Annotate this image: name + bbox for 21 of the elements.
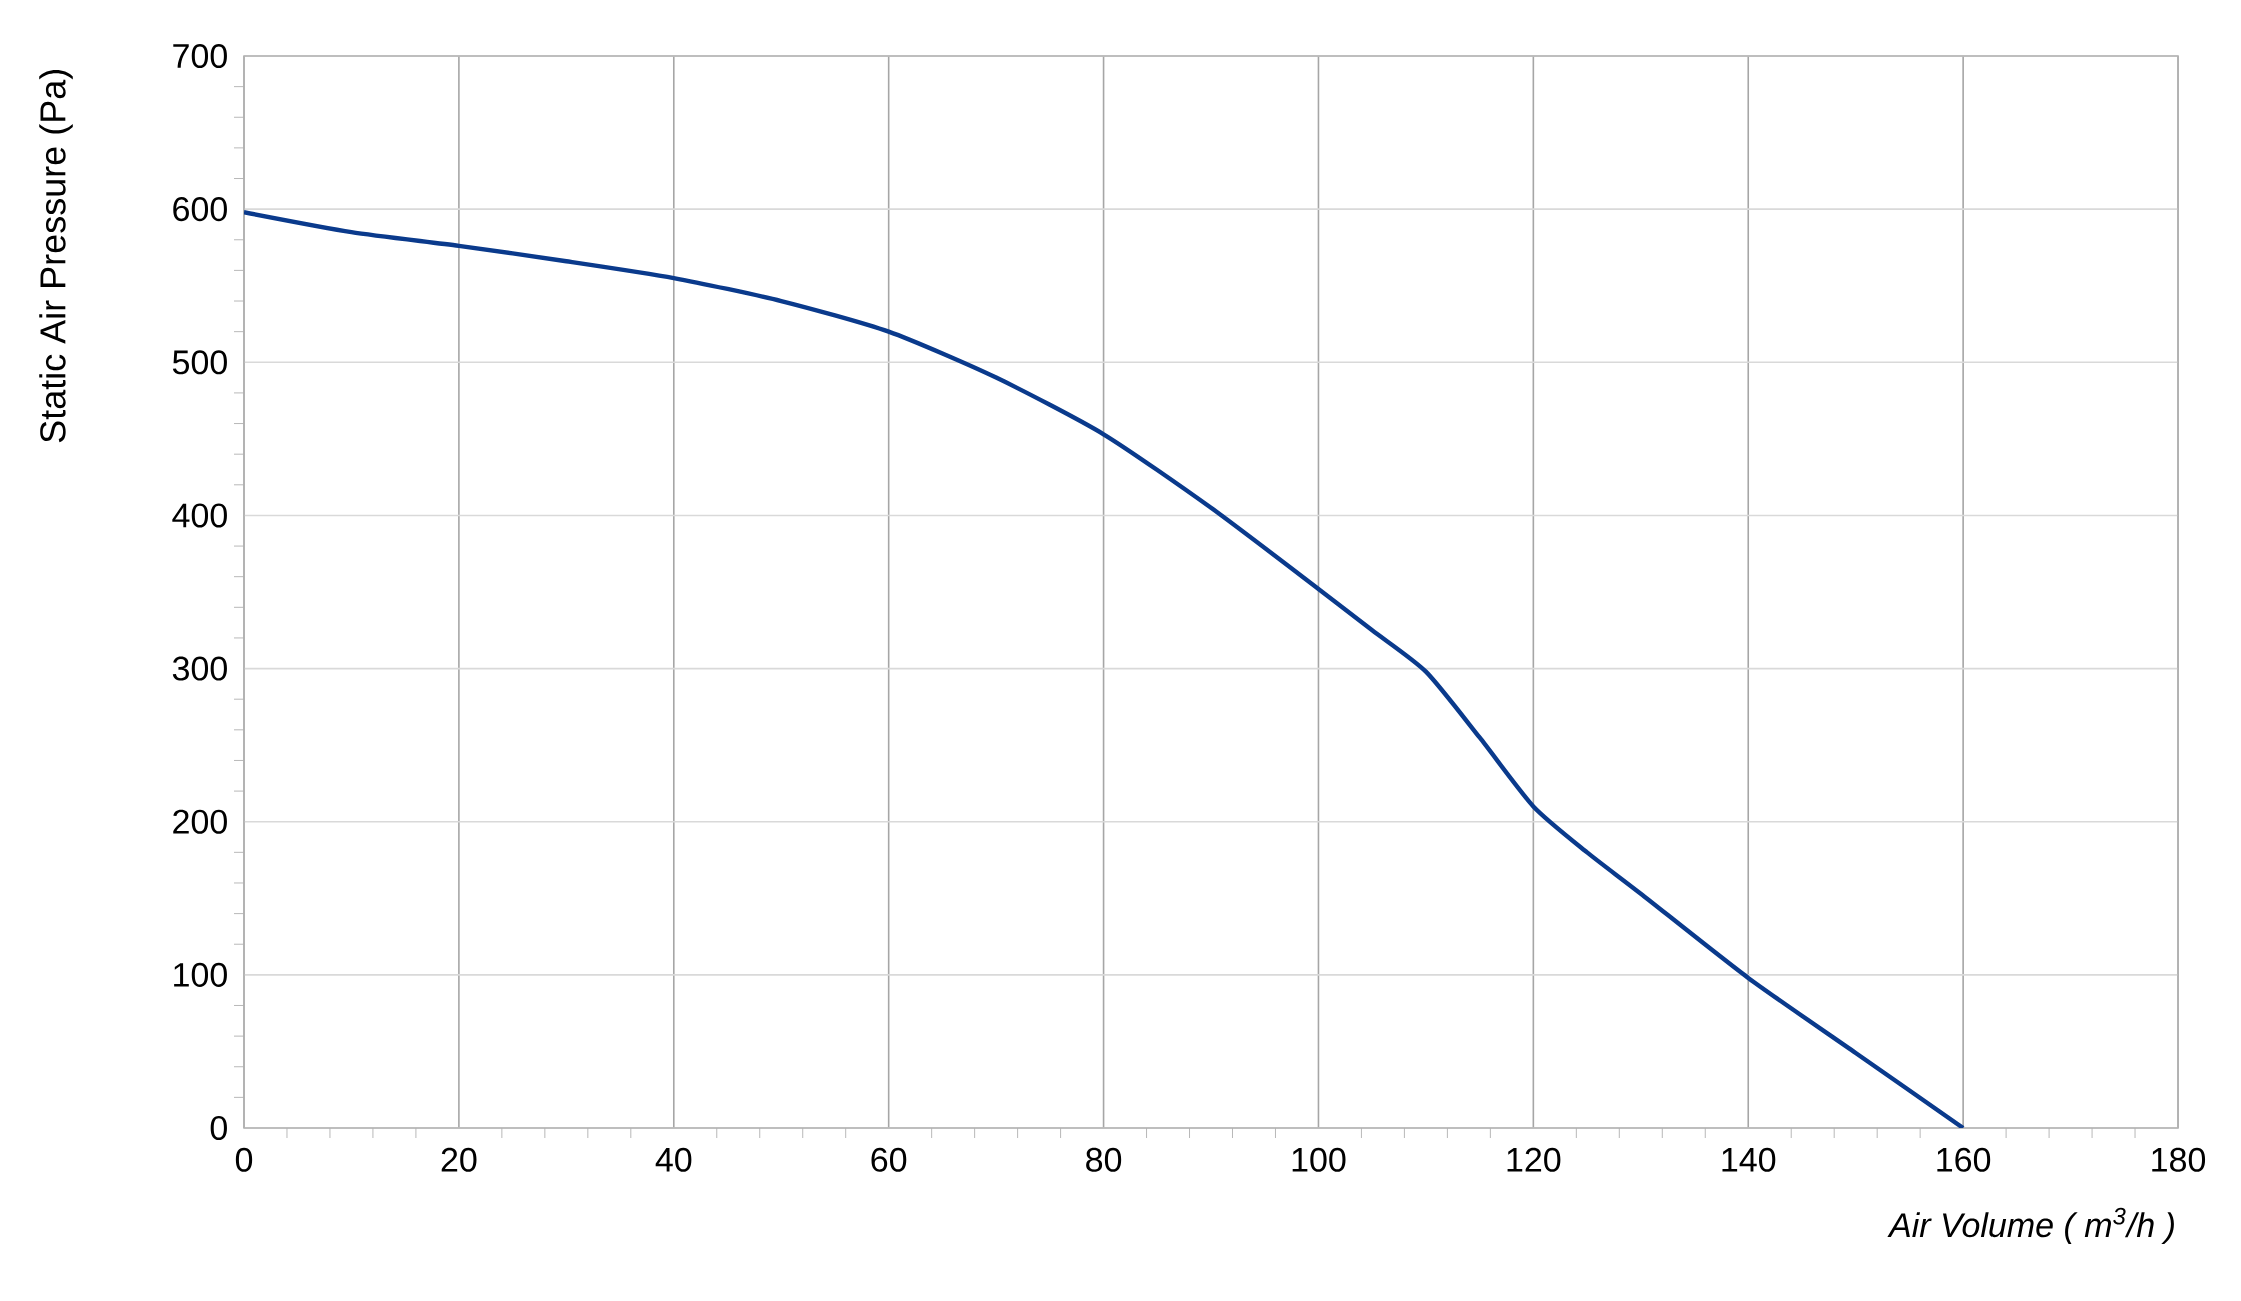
y-tick-label: 0 <box>210 1115 227 1141</box>
line-series <box>244 210 1966 1128</box>
y-tick-label: 300 <box>172 656 227 681</box>
x-tick-label: 0 <box>235 1147 253 1172</box>
y-tick-label: 700 <box>173 43 227 69</box>
x-tick-label: 140 <box>1722 1147 1776 1172</box>
x-tick-label: 40 <box>655 1147 692 1172</box>
x-axis-title: Air Volume ( m$^{3}$/h ) <box>1887 1207 2174 1244</box>
x-tick-label: 60 <box>871 1147 907 1172</box>
x-tick-label: 100 <box>1292 1147 1346 1172</box>
x-tick-label: 80 <box>1086 1147 1122 1172</box>
y-tick-label: 200 <box>173 809 227 834</box>
y-axis-title: Static Air Pressure (Pa) <box>39 70 73 443</box>
x-tick-label: 20 <box>441 1147 477 1172</box>
y-tick-label: 600 <box>173 197 227 222</box>
y-tick-label: 100 <box>174 962 227 987</box>
x-tick-label: 120 <box>1507 1147 1561 1172</box>
y-tick-label: 500 <box>172 350 227 375</box>
x-tick-label: 180 <box>2152 1147 2206 1172</box>
y-tick-label: 400 <box>172 503 227 528</box>
x-tick-label: 160 <box>1937 1147 1991 1172</box>
